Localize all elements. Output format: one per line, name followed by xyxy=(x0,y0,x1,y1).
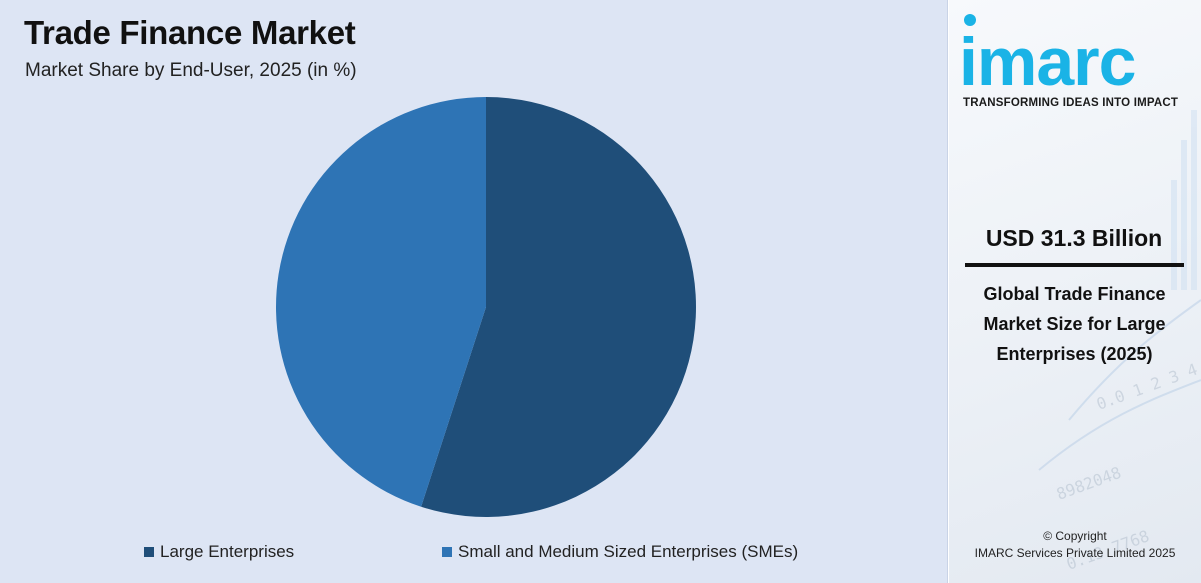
logo-dot xyxy=(964,14,976,26)
market-value: USD 31.3 Billion xyxy=(985,225,1163,251)
background-decoration: 0.0 1 2 3 4 8982048 0.13 7768 xyxy=(1038,110,1201,574)
copyright: © Copyright IMARC Services Private Limit… xyxy=(949,528,1201,562)
legend-label-smes: Small and Medium Sized Enterprises (SMEs… xyxy=(458,542,799,561)
chart-subtitle: Market Share by End-User, 2025 (in %) xyxy=(25,60,357,81)
market-value-description: Global Trade Finance Market Size for Lar… xyxy=(983,284,1166,364)
svg-text:8982048: 8982048 xyxy=(1054,463,1124,504)
legend-swatch-smes xyxy=(442,547,452,557)
legend-item-smes: Small and Medium Sized Enterprises (SMEs… xyxy=(442,542,798,562)
chart-panel: Trade Finance Market Market Share by End… xyxy=(0,0,948,583)
pie-slice-large-enterprises xyxy=(421,97,696,517)
pie-chart xyxy=(276,97,696,517)
side-panel: 0.0 1 2 3 4 8982048 0.13 7768 imarc TRAN… xyxy=(949,0,1201,583)
value-divider xyxy=(965,263,1184,267)
copyright-line-2: IMARC Services Private Limited 2025 xyxy=(974,546,1176,560)
chart-title: Trade Finance Market xyxy=(24,14,356,51)
pie-slice-small-and-medium-sized-enterprises-smes xyxy=(276,97,486,507)
imarc-logo: imarc xyxy=(959,24,1136,100)
legend-swatch-large-enterprises xyxy=(144,547,154,557)
copyright-line-1: © Copyright xyxy=(1043,529,1107,543)
logo-tagline: TRANSFORMING IDEAS INTO IMPACT xyxy=(963,97,1179,109)
legend-label-large-enterprises: Large Enterprises xyxy=(160,542,295,561)
legend-item-large-enterprises: Large Enterprises xyxy=(144,542,294,562)
